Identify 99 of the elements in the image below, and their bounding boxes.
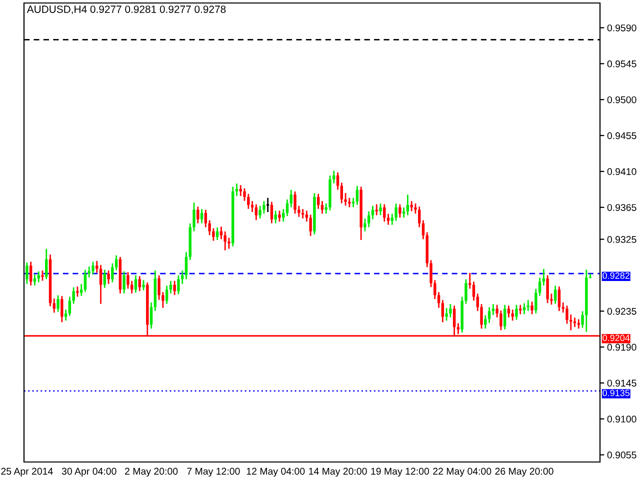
candlestick bbox=[247, 194, 250, 209]
candlestick bbox=[503, 304, 506, 330]
y-tick-label: 0.9590 bbox=[607, 24, 636, 32]
candlestick bbox=[286, 199, 289, 216]
candlestick bbox=[472, 282, 476, 301]
candlestick bbox=[278, 210, 281, 222]
x-tick-label: 2 May 20:00 bbox=[125, 468, 178, 477]
candlestick bbox=[367, 211, 370, 228]
candlestick bbox=[309, 214, 312, 236]
candlestick bbox=[220, 226, 223, 240]
candlestick bbox=[558, 286, 561, 312]
candlestick bbox=[150, 302, 153, 329]
candlestick bbox=[445, 308, 448, 321]
y-tick-label: 0.9365 bbox=[607, 204, 636, 211]
candlestick bbox=[468, 272, 472, 289]
candlestick bbox=[92, 262, 94, 274]
candlestick bbox=[522, 303, 526, 314]
ref-line-label: 0.9282 bbox=[602, 272, 630, 279]
candlestick bbox=[530, 302, 534, 314]
candlestick bbox=[375, 204, 378, 216]
candlestick bbox=[386, 214, 390, 225]
candlestick bbox=[216, 227, 219, 240]
y-tick-label: 0.9500 bbox=[607, 96, 636, 104]
x-tick-label: 7 May 12:00 bbox=[187, 468, 240, 477]
candlestick bbox=[290, 190, 292, 208]
candlestick bbox=[348, 198, 351, 208]
candlestick bbox=[204, 210, 208, 228]
candlestick bbox=[336, 172, 340, 190]
candlestick bbox=[165, 286, 168, 304]
x-tick-label: 25 Apr 2014 bbox=[1, 468, 53, 477]
x-tick-label: 30 Apr 04:00 bbox=[62, 468, 116, 477]
y-tick-label: 0.9145 bbox=[607, 380, 636, 387]
candlestick bbox=[418, 206, 421, 228]
x-tick-label: 12 May 04:00 bbox=[246, 468, 305, 477]
candlestick bbox=[45, 248, 48, 280]
x-tick-label: 19 May 12:00 bbox=[371, 468, 429, 477]
candlestick bbox=[371, 206, 374, 220]
candlestick bbox=[518, 304, 522, 314]
y-tick-label: 0.9545 bbox=[607, 60, 636, 68]
candlestick bbox=[449, 304, 452, 318]
candlestick bbox=[488, 307, 491, 323]
ref-line-label: 0.9135 bbox=[602, 390, 630, 396]
candlestick bbox=[138, 276, 141, 292]
candlestick bbox=[437, 292, 440, 308]
candlestick bbox=[196, 206, 200, 224]
candlestick bbox=[441, 300, 444, 322]
candlestick bbox=[554, 286, 557, 304]
y-tick-label: 0.9100 bbox=[607, 416, 636, 423]
candlestick bbox=[410, 201, 413, 212]
candlestick bbox=[184, 252, 188, 280]
candlestick bbox=[515, 304, 518, 320]
candlestick bbox=[394, 203, 398, 221]
candlestick bbox=[492, 304, 495, 316]
candlestick bbox=[500, 310, 502, 330]
candlestick bbox=[26, 262, 28, 284]
chart-title: AUDUSD,H4 0.9277 0.9281 0.9277 0.9278 bbox=[26, 6, 226, 14]
candlestick bbox=[398, 204, 402, 218]
ref-line-label: 0.9204 bbox=[602, 334, 630, 342]
candlestick bbox=[356, 186, 359, 205]
y-tick-label: 0.9455 bbox=[607, 132, 636, 140]
candlestick bbox=[96, 260, 98, 273]
candlestick bbox=[80, 284, 83, 296]
candlestick bbox=[52, 298, 56, 313]
candlestick bbox=[60, 296, 64, 322]
candlestick bbox=[134, 275, 138, 293]
candlestick bbox=[99, 264, 102, 304]
candlestick bbox=[294, 191, 296, 214]
candlestick bbox=[406, 194, 410, 216]
candlestick bbox=[379, 203, 382, 216]
x-tick-label: 26 May 20:00 bbox=[495, 468, 554, 477]
candlestick bbox=[200, 209, 204, 224]
candlestick bbox=[37, 271, 40, 282]
y-tick-label: 0.9410 bbox=[607, 168, 636, 176]
candlestick bbox=[546, 275, 549, 304]
candlestick bbox=[84, 270, 87, 292]
candlestick bbox=[103, 270, 106, 288]
candlestick bbox=[235, 184, 238, 196]
candlestick bbox=[107, 270, 110, 284]
candlestick bbox=[88, 266, 90, 278]
y-tick-label: 0.9235 bbox=[607, 308, 636, 315]
candlestick bbox=[422, 220, 425, 240]
candlestick bbox=[507, 306, 510, 318]
candlestick bbox=[254, 204, 258, 220]
y-tick-label: 0.9055 bbox=[607, 452, 636, 458]
candlestick bbox=[274, 210, 277, 224]
candlestick bbox=[239, 185, 242, 196]
candlestick bbox=[316, 194, 320, 209]
x-tick-label: 14 May 20:00 bbox=[309, 468, 367, 477]
candlestick bbox=[250, 201, 254, 212]
candlestick bbox=[56, 295, 60, 312]
x-tick-label: 22 May 04:00 bbox=[433, 468, 492, 477]
y-tick-label: 0.9325 bbox=[607, 236, 636, 243]
candlestick bbox=[511, 310, 514, 321]
candlestick bbox=[122, 271, 126, 294]
candlestick bbox=[29, 262, 32, 286]
y-tick-label: 0.9190 bbox=[607, 344, 636, 351]
candlestick bbox=[270, 202, 274, 224]
candlestick bbox=[173, 280, 176, 296]
candlestick bbox=[340, 182, 344, 204]
